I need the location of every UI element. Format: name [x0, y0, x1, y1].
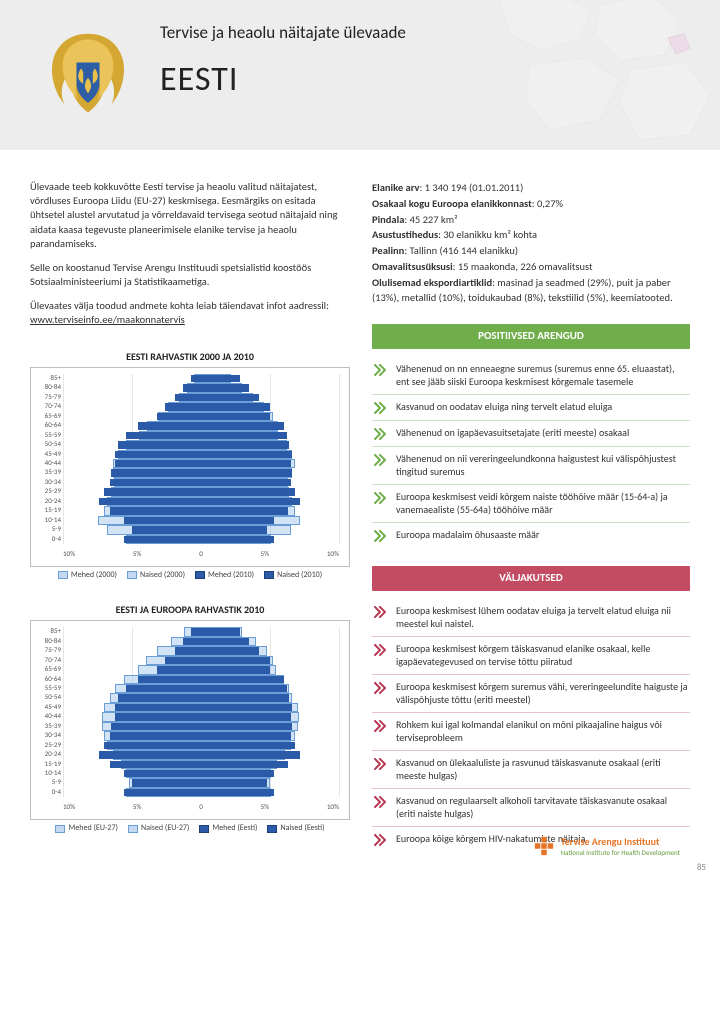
legend-item: Mehed (Eesti) [199, 823, 257, 834]
chart-1-frame: 85+80-8475-7970-7465-6960-6455-5950-5445… [30, 367, 350, 567]
chart-1-legend: Mehed (2000) Naised (2000) Mehed (2010) Nai… [30, 570, 350, 581]
legend-label: Mehed (2000) [71, 570, 117, 581]
intro-p3-prefix: Ülevaates välja toodud andmete kohta lei… [30, 299, 329, 312]
fact-pop-value: : 1 340 194 (01.01.2011) [420, 181, 524, 194]
negative-section-header: VÄLJAKUTSED [372, 566, 690, 591]
fact-density-label: Asustustihedus [372, 228, 438, 241]
fact-export-label: Olulisemad ekspordiartiklid [372, 276, 492, 289]
intro-p3: Ülevaates välja toodud andmete kohta lei… [30, 299, 350, 327]
chart-1: EESTI RAHVASTIK 2000 JA 2010 85+80-8475-… [30, 350, 350, 581]
chevron-icon [374, 720, 388, 732]
list-item: Euroopa keskmisest veidi kõrgem naiste t… [372, 484, 690, 522]
list-item-text: Vähenenud on nn enneaegne suremus (surem… [396, 362, 688, 388]
legend-item: Naised (2010) [264, 570, 322, 581]
list-item: Kasvanud on ülekaaluliste ja rasvunud tä… [372, 750, 690, 788]
chevron-icon [374, 834, 388, 846]
intro-p1: Ülevaade teeb kokkuvõtte Eesti tervise j… [30, 180, 350, 251]
list-item: Euroopa keskmisest kõrgem täiskasvanud e… [372, 636, 690, 674]
chevron-icon [374, 402, 388, 414]
legend-label: Mehed (2010) [208, 570, 254, 581]
legend-item: Mehed (2010) [195, 570, 254, 581]
list-item-text: Kasvanud on regulaarselt alkoholi tarvit… [396, 794, 688, 820]
list-item: Kasvanud on oodatav eluiga ning tervelt … [372, 394, 690, 420]
chevron-icon [374, 606, 388, 618]
footer-logo: Tervise Arengu Instituut National Instit… [533, 835, 680, 858]
list-item-text: Vähenenud on nii vereringeelundkonna hai… [396, 452, 688, 478]
fact-pop-label: Elanike arv [372, 181, 420, 194]
list-item-text: Rohkem kui igal kolmandal elanikul on mõ… [396, 718, 688, 744]
list-item: Euroopa keskmisest kõrgem suremus vähi, … [372, 674, 690, 712]
list-item: Euroopa keskmisest lühem oodatav eluiga … [372, 599, 690, 636]
legend-label: Mehed (EU-27) [68, 823, 117, 834]
page-number: 85 [697, 862, 706, 874]
chart-1-title: EESTI RAHVASTIK 2000 JA 2010 [30, 350, 350, 364]
chevron-icon [374, 530, 388, 542]
country-facts: Elanike arv: 1 340 194 (01.01.2011) Osak… [372, 180, 690, 306]
footer-org-1: Tervise Arengu Instituut [561, 835, 680, 849]
chart-2-frame: 85+80-8475-7970-7465-6960-6455-5950-5445… [30, 620, 350, 820]
fact-admin-value: : 15 maakonda, 226 omavalitsust [453, 260, 593, 273]
footer-logo-icon [533, 835, 555, 857]
legend-item: Mehed (2000) [58, 570, 117, 581]
fact-density-value: : 30 elanikku km² kohta [438, 228, 537, 241]
chevron-icon [374, 364, 388, 376]
list-item-text: Euroopa keskmisest kõrgem suremus vähi, … [396, 680, 688, 706]
chevron-icon [374, 644, 388, 656]
fact-area-label: Pindala [372, 213, 404, 226]
list-item-text: Kasvanud on oodatav eluiga ning tervelt … [396, 400, 688, 413]
negative-list: Euroopa keskmisest lühem oodatav eluiga … [372, 599, 690, 852]
chevron-icon [374, 454, 388, 466]
chevron-icon [374, 492, 388, 504]
page-footer: Tervise Arengu Instituut National Instit… [0, 862, 720, 880]
list-item: Vähenenud on nii vereringeelundkonna hai… [372, 446, 690, 484]
chevron-icon [374, 682, 388, 694]
page-body: Ülevaade teeb kokkuvõtte Eesti tervise j… [0, 150, 720, 862]
legend-item: Naised (2000) [127, 570, 185, 581]
chart-2: EESTI JA EUROOPA RAHVASTIK 2010 85+80-84… [30, 603, 350, 834]
legend-item: Naised (Eesti) [267, 823, 324, 834]
chevron-icon [374, 796, 388, 808]
header-band: Tervise ja heaolu näitajate ülevaade EES… [0, 0, 720, 150]
legend-item: Naised (EU-27) [128, 823, 189, 834]
legend-label: Mehed (Eesti) [212, 823, 257, 834]
intro-link[interactable]: www.terviseinfo.ee/maakonnatervis [30, 313, 185, 326]
chart-2-legend: Mehed (EU-27) Naised (EU-27) Mehed (Eesti)… [30, 823, 350, 834]
list-item: Kasvanud on regulaarselt alkoholi tarvit… [372, 788, 690, 826]
chevron-icon [374, 428, 388, 440]
list-item: Vähenenud on igapäevasuitsetajate (eriti… [372, 420, 690, 446]
legend-label: Naised (2000) [140, 570, 185, 581]
list-item-text: Kasvanud on ülekaaluliste ja rasvunud tä… [396, 756, 688, 782]
list-item-text: Euroopa keskmisest kõrgem täiskasvanud e… [396, 642, 688, 668]
intro-text: Ülevaade teeb kokkuvõtte Eesti tervise j… [30, 180, 350, 328]
legend-label: Naised (EU-27) [141, 823, 189, 834]
list-item-text: Euroopa madalaim õhusaaste määr [396, 528, 688, 541]
fact-capital-label: Pealinn [372, 244, 404, 257]
legend-item: Mehed (EU-27) [55, 823, 117, 834]
list-item: Rohkem kui igal kolmandal elanikul on mõ… [372, 712, 690, 750]
fact-share-label: Osakaal kogu Euroopa elanikkonnast [372, 197, 532, 210]
fact-area-value: : 45 227 km² [404, 213, 457, 226]
estonia-emblem [40, 28, 136, 124]
list-item-text: Euroopa keskmisest veidi kõrgem naiste t… [396, 490, 688, 516]
fact-share-value: : 0,27% [532, 197, 563, 210]
legend-label: Naised (Eesti) [280, 823, 324, 834]
positive-section-header: POSITIIVSED ARENGUD [372, 324, 690, 349]
left-column: Ülevaade teeb kokkuvõtte Eesti tervise j… [30, 180, 350, 852]
chevron-icon [374, 758, 388, 770]
chart-2-title: EESTI JA EUROOPA RAHVASTIK 2010 [30, 603, 350, 617]
list-item-text: Euroopa keskmisest lühem oodatav eluiga … [396, 604, 688, 630]
list-item: Vähenenud on nn enneaegne suremus (surem… [372, 357, 690, 394]
list-item: Euroopa madalaim õhusaaste määr [372, 522, 690, 548]
fact-capital-value: : Tallinn (416 144 elanikku) [404, 244, 518, 257]
legend-label: Naised (2010) [277, 570, 322, 581]
positive-list: Vähenenud on nn enneaegne suremus (surem… [372, 357, 690, 548]
footer-org-2: National Institute for Health Developmen… [561, 848, 680, 857]
fact-admin-label: Omavalitsusüksusi [372, 260, 453, 273]
list-item-text: Vähenenud on igapäevasuitsetajate (eriti… [396, 426, 688, 439]
europe-map-bg [470, 0, 720, 160]
right-column: Elanike arv: 1 340 194 (01.01.2011) Osak… [372, 180, 690, 852]
intro-p2: Selle on koostanud Tervise Arengu Instit… [30, 261, 350, 289]
